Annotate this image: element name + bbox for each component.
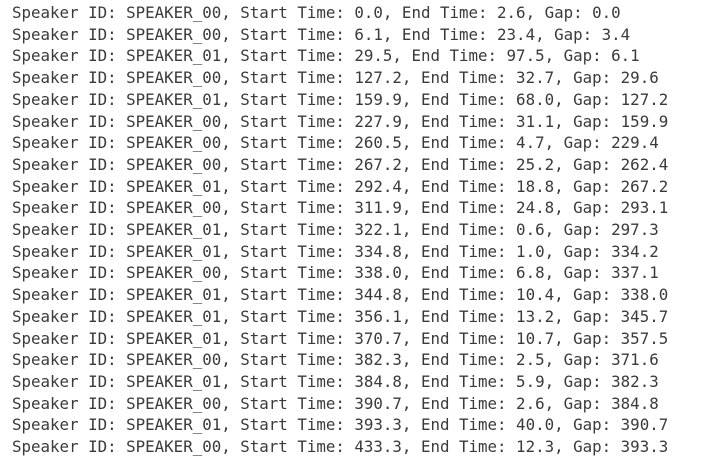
output-line: Speaker ID: SPEAKER_01, Start Time: 334.… xyxy=(12,241,659,261)
output-line: Speaker ID: SPEAKER_01, Start Time: 356.… xyxy=(12,306,669,326)
output-line: Speaker ID: SPEAKER_00, Start Time: 390.… xyxy=(12,393,659,413)
output-line: Speaker ID: SPEAKER_00, Start Time: 127.… xyxy=(12,68,659,88)
output-line: Speaker ID: SPEAKER_01, Start Time: 393.… xyxy=(12,415,669,435)
output-line: Speaker ID: SPEAKER_01, Start Time: 29.5… xyxy=(12,46,640,66)
output-line: Speaker ID: SPEAKER_00, Start Time: 311.… xyxy=(12,198,669,218)
output-line: Speaker ID: SPEAKER_01, Start Time: 384.… xyxy=(12,371,659,391)
output-line: Speaker ID: SPEAKER_01, Start Time: 322.… xyxy=(12,220,659,240)
output-line: Speaker ID: SPEAKER_01, Start Time: 370.… xyxy=(12,328,669,348)
output-line: Speaker ID: SPEAKER_01, Start Time: 159.… xyxy=(12,89,669,109)
output-line: Speaker ID: SPEAKER_00, Start Time: 267.… xyxy=(12,154,669,174)
output-line: Speaker ID: SPEAKER_00, Start Time: 227.… xyxy=(12,111,669,131)
output-line: Speaker ID: SPEAKER_00, Start Time: 0.0,… xyxy=(12,3,621,22)
output-line: Speaker ID: SPEAKER_01, Start Time: 292.… xyxy=(12,176,669,196)
output-line: Speaker ID: SPEAKER_00, Start Time: 260.… xyxy=(12,133,659,153)
output-line: Speaker ID: SPEAKER_00, Start Time: 382.… xyxy=(12,350,659,370)
output-line: Speaker ID: SPEAKER_00, Start Time: 433.… xyxy=(12,437,669,457)
output-line: Speaker ID: SPEAKER_00, Start Time: 338.… xyxy=(12,263,659,283)
output-line: Speaker ID: SPEAKER_00, Start Time: 6.1,… xyxy=(12,24,631,44)
output-line: Speaker ID: SPEAKER_01, Start Time: 344.… xyxy=(12,285,669,305)
